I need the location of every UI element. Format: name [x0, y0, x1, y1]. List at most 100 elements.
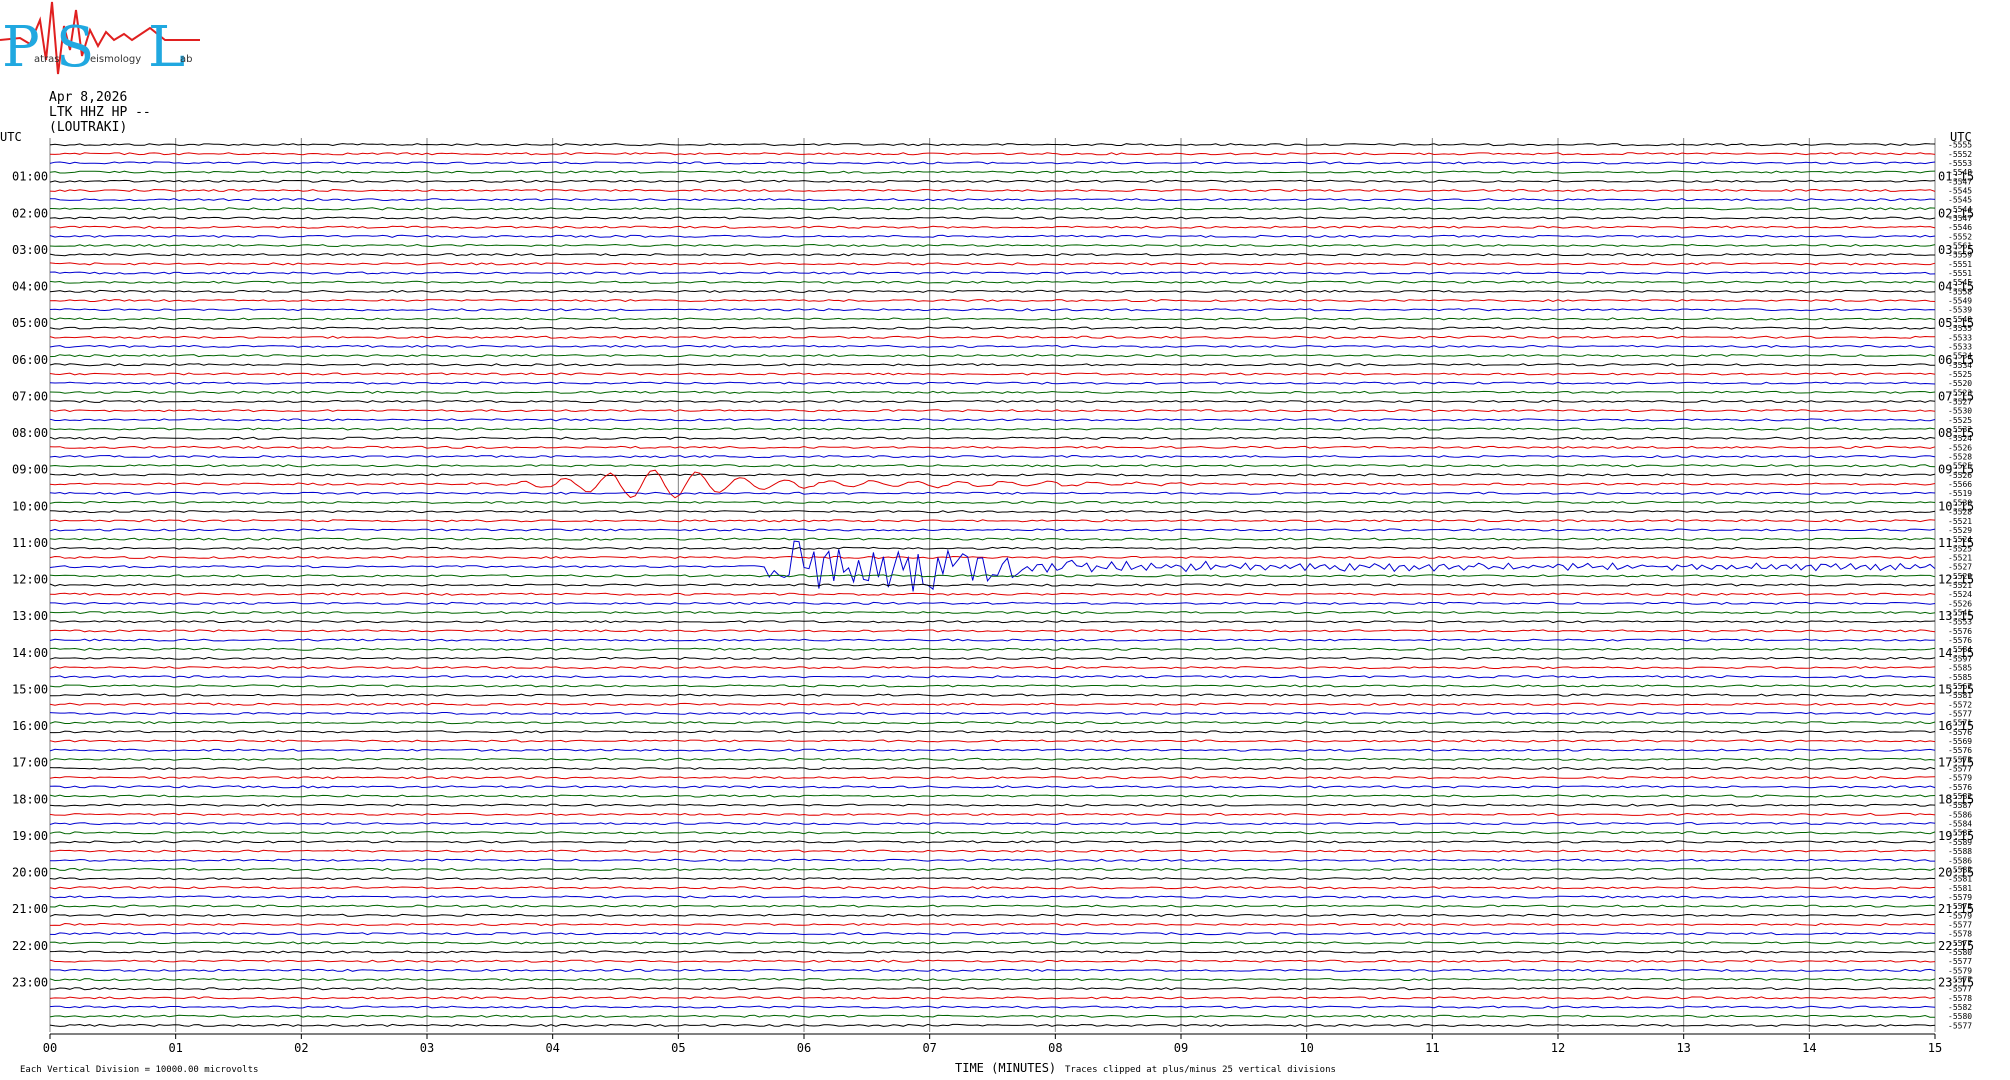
trace-line — [49, 262, 1936, 266]
trace-line — [49, 207, 1936, 211]
trace-line — [49, 849, 1936, 853]
x-tick-label: 02 — [294, 1041, 308, 1055]
trace-line — [49, 528, 1936, 532]
trace-offset-label: -5532 — [1948, 425, 1972, 434]
trace-line — [49, 234, 1936, 238]
trace-line — [49, 675, 1936, 679]
trace-line — [49, 179, 1936, 183]
trace-offset-label: -5582 — [1948, 1003, 1972, 1012]
left-hour-label: 09:00 — [12, 463, 48, 477]
left-hour-label: 07:00 — [12, 389, 48, 403]
trace-line — [49, 647, 1936, 651]
trace-line — [49, 170, 1936, 174]
left-hour-label: 04:00 — [12, 280, 48, 294]
left-hour-label: 15:00 — [12, 682, 48, 696]
trace-offset-label: -5524 — [1948, 590, 1972, 599]
x-tick-label: 09 — [1174, 1041, 1188, 1055]
trace-offset-label: -5519 — [1948, 489, 1972, 498]
trace-offset-label: -5587 — [1948, 829, 1972, 838]
trace-line — [49, 381, 1936, 385]
trace-line — [49, 317, 1936, 321]
trace-offset-label: -5581 — [1948, 884, 1972, 893]
trace-offset-label: -5567 — [1948, 682, 1972, 691]
trace-line — [49, 540, 1936, 592]
left-hour-label: 21:00 — [12, 902, 48, 916]
x-tick-label: 05 — [671, 1041, 685, 1055]
right-hour-label: 03:15 — [1938, 243, 1974, 257]
left-hour-label: 23:00 — [12, 975, 48, 989]
trace-offset-label: -5578 — [1948, 902, 1972, 911]
trace-offset-label: -5577 — [1948, 957, 1972, 966]
x-tick-label: 13 — [1676, 1041, 1690, 1055]
trace-line — [49, 436, 1936, 440]
x-tick-label: 00 — [43, 1041, 57, 1055]
trace-offset-label: -5576 — [1948, 728, 1972, 737]
trace-offset-label: -5545 — [1948, 196, 1972, 205]
trace-line — [49, 693, 1936, 697]
trace-offset-label: -5521 — [1948, 581, 1972, 590]
right-hour-label: 19:15 — [1938, 829, 1974, 843]
x-tick-label: 01 — [168, 1041, 182, 1055]
trace-line — [49, 143, 1936, 147]
header-station: LTK HHZ HP -- — [49, 105, 151, 120]
trace-offset-label: -5579 — [1948, 893, 1972, 902]
trace-line — [49, 711, 1936, 715]
trace-line — [49, 363, 1936, 367]
trace-line — [50, 601, 1936, 605]
trace-offset-label: -5521 — [1948, 553, 1972, 562]
trace-offset-label: -5551 — [1948, 260, 1972, 269]
left-hour-label: 19:00 — [12, 829, 48, 843]
trace-line — [50, 858, 1935, 862]
trace-offset-label: -5597 — [1948, 654, 1972, 663]
right-hour-label: 01:15 — [1938, 170, 1974, 184]
trace-offset-label: -5549 — [1948, 297, 1972, 306]
trace-line — [49, 877, 1936, 881]
right-hour-label: 15:15 — [1938, 682, 1974, 696]
right-hour-label: 21:15 — [1938, 902, 1974, 916]
right-hour-label: 20:15 — [1938, 866, 1974, 880]
trace-line — [49, 766, 1936, 771]
trace-offset-label: -5576 — [1948, 627, 1972, 636]
trace-line — [49, 803, 1936, 807]
left-hour-label: 10:00 — [12, 499, 48, 513]
trace-line — [49, 473, 1936, 477]
trace-offset-label: -5523 — [1948, 388, 1972, 397]
trace-offset-label: -5587 — [1948, 801, 1972, 810]
trace-line — [49, 399, 1936, 404]
trace-line — [49, 500, 1936, 504]
trace-line — [49, 684, 1936, 688]
trace-offset-label: -5526 — [1948, 599, 1972, 608]
trace-offset-label: -5546 — [1948, 223, 1972, 232]
trace-offset-label: -5547 — [1948, 214, 1972, 223]
trace-offset-label: -5530 — [1948, 498, 1972, 507]
trace-line — [50, 198, 1936, 202]
trace-line — [49, 354, 1936, 358]
trace-line — [49, 941, 1936, 945]
trace-line — [49, 886, 1936, 890]
trace-line — [49, 188, 1936, 193]
trace-offset-label: -5545 — [1948, 186, 1972, 195]
left-hour-label: 16:00 — [12, 719, 48, 733]
trace-offset-label: -5584 — [1948, 645, 1972, 654]
trace-offset-label: -5558 — [1948, 287, 1972, 296]
left-hour-label: 01:00 — [12, 170, 48, 184]
trace-offset-label: -5545 — [1948, 278, 1972, 287]
trace-offset-label: -5530 — [1948, 407, 1972, 416]
left-hour-label: 02:00 — [12, 206, 48, 220]
trace-offset-label: -5581 — [1948, 875, 1972, 884]
trace-line — [49, 537, 1936, 541]
trace-line — [49, 932, 1936, 936]
x-tick-label: 12 — [1551, 1041, 1565, 1055]
trace-line — [49, 216, 1936, 220]
trace-line — [49, 253, 1935, 257]
trace-line — [49, 794, 1936, 798]
trace-offset-label: -5525 — [1948, 370, 1972, 379]
trace-line — [49, 519, 1936, 523]
right-hour-label: 05:15 — [1938, 316, 1974, 330]
trace-line — [49, 335, 1936, 339]
trace-line — [49, 445, 1936, 449]
trace-line — [49, 638, 1936, 642]
trace-offset-label: -5582 — [1948, 792, 1972, 801]
trace-offset-label: -5580 — [1948, 948, 1972, 957]
